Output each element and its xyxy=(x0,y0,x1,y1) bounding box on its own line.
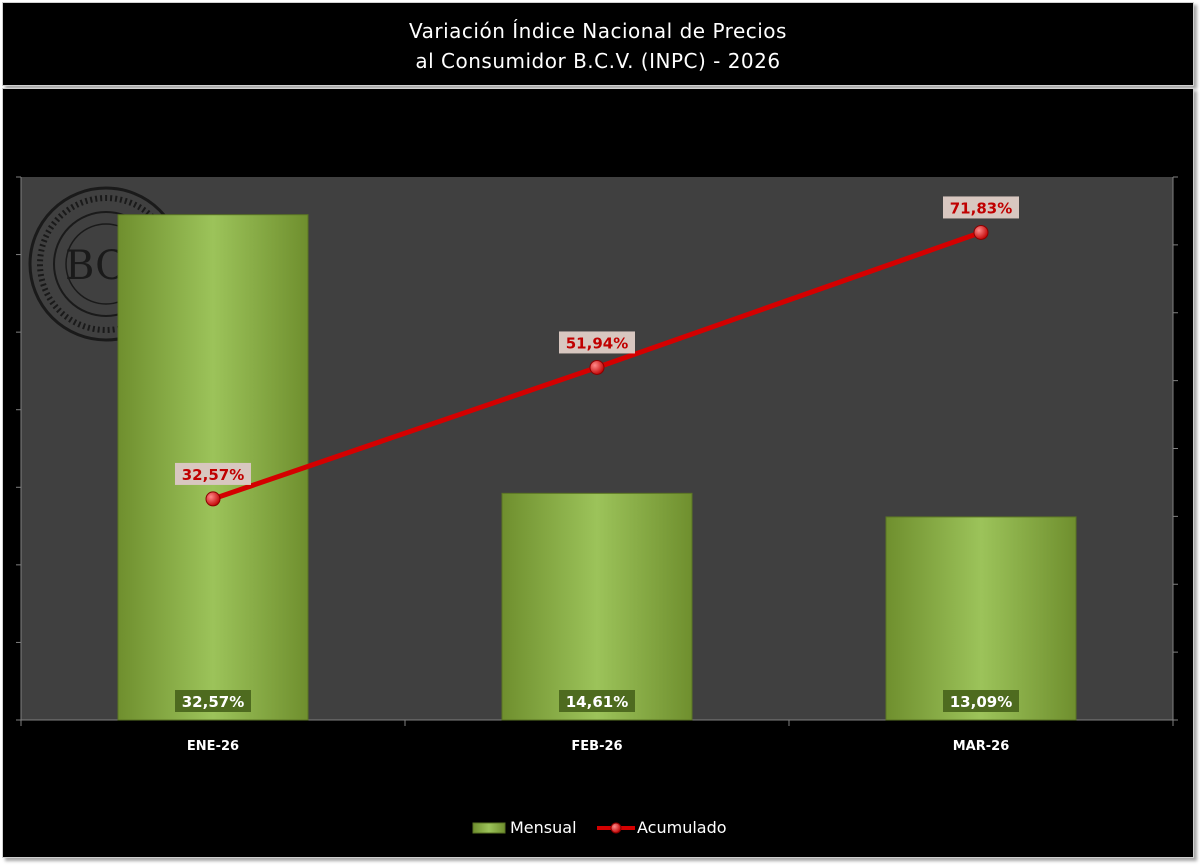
chart-panel: BCV 32,57% 14,61% 13,09% 32,57% 51,94% 71,83%… xyxy=(2,88,1194,858)
legend: Mensual Acumulado xyxy=(472,818,727,837)
bar-data-label-text: 13,09% xyxy=(950,693,1012,711)
bar-series xyxy=(117,214,1077,721)
legend-swatch-bar xyxy=(472,822,506,834)
bar-data-label: 13,09% xyxy=(943,690,1019,712)
legend-label-acumulado: Acumulado xyxy=(637,818,727,837)
chart-title-line-1: Variación Índice Nacional de Precios xyxy=(409,19,787,43)
legend-item-mensual: Mensual xyxy=(472,818,577,837)
bar xyxy=(885,516,1077,721)
bar-data-label: 32,57% xyxy=(175,690,251,712)
bar-data-label: 14,61% xyxy=(559,690,635,712)
line-data-label: 71,83% xyxy=(943,196,1019,219)
combo-chart: BCV 32,57% 14,61% 13,09%32,57%51,94%71,83%… xyxy=(16,176,1178,837)
line-series xyxy=(205,224,989,507)
bar-data-label-text: 32,57% xyxy=(182,693,244,711)
line-data-label: 32,57% xyxy=(175,462,251,485)
bar-data-label-bg xyxy=(559,690,635,712)
line-data-label-text: 51,94% xyxy=(566,334,628,352)
bar-data-label-bg xyxy=(943,690,1019,712)
line-point xyxy=(205,491,221,507)
legend-label-mensual: Mensual xyxy=(510,818,577,837)
x-axis-labels: ENE-26 FEB-26 MAR-26 xyxy=(187,739,1009,754)
bar-data-label-bg xyxy=(175,690,251,712)
x-tick-label: FEB-26 xyxy=(571,739,622,754)
line-point xyxy=(973,224,989,240)
line-data-label-bg xyxy=(559,331,635,354)
line-data-label-bg xyxy=(175,462,251,485)
x-tick-label: MAR-26 xyxy=(953,739,1010,754)
line-data-label: 51,94% xyxy=(559,331,635,354)
line-data-label-text: 71,83% xyxy=(950,199,1012,217)
legend-item-acumulado: Acumulado xyxy=(597,818,727,837)
line-point xyxy=(589,359,605,375)
x-tick-label: ENE-26 xyxy=(187,739,239,754)
legend-swatch-dot xyxy=(610,822,622,834)
chart-title-line-2: al Consumidor B.C.V. (INPC) - 2026 xyxy=(415,49,781,73)
line-data-label-text: 32,57% xyxy=(182,466,244,484)
data-labels: 32,57% 14,61% 13,09% 32,57% 51,94% 71,83% xyxy=(175,196,1019,712)
bar xyxy=(501,492,693,721)
chart-title-box: Variación Índice Nacional de Precios al … xyxy=(2,2,1194,86)
bar-data-label-text: 14,61% xyxy=(566,693,628,711)
line-data-label-bg xyxy=(943,196,1019,219)
